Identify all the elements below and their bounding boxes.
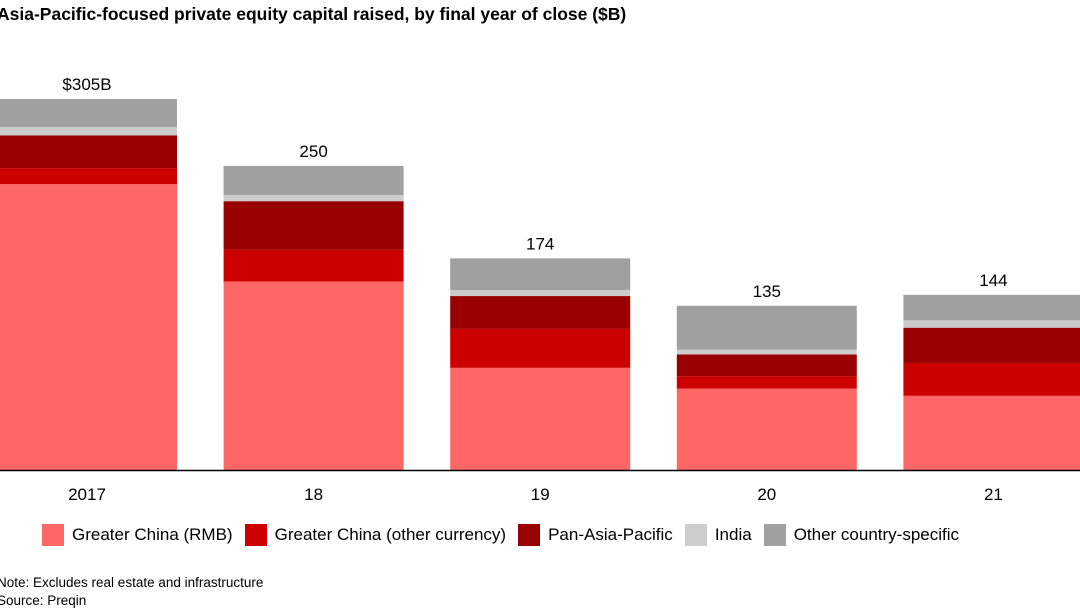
legend-swatch <box>244 524 267 546</box>
bar-segment-20-4 <box>676 349 857 355</box>
bar-segment-2017-2 <box>0 168 177 185</box>
bar-segment-2017-4 <box>0 126 177 136</box>
bar-segment-20-1 <box>676 388 857 470</box>
bar-segment-20-5 <box>676 305 857 350</box>
legend-item-other-country: Other country-specific <box>763 524 960 546</box>
bar-segment-18-5 <box>223 165 404 196</box>
legend-item-rmb: Greater China (RMB) <box>42 524 233 546</box>
bar-segment-19-4 <box>450 289 631 297</box>
legend-label: Other country-specific <box>793 525 960 544</box>
bar-segment-21-2 <box>903 362 1080 396</box>
x-tick-label: 18 <box>304 485 323 504</box>
bar-segment-21-1 <box>903 395 1080 470</box>
total-label: 144 <box>979 271 1007 290</box>
bar-segment-21-4 <box>903 320 1080 328</box>
legend-item-other-currency: Greater China (other currency) <box>244 524 507 546</box>
bar-segment-2017-1 <box>0 184 177 471</box>
total-label: 174 <box>526 234 554 253</box>
total-label: $305B <box>62 75 111 94</box>
bar-segment-2017-3 <box>0 135 177 169</box>
legend-swatch <box>763 524 786 546</box>
x-tick-label: 20 <box>757 485 776 504</box>
legend-label: Greater China (RMB) <box>72 525 233 544</box>
bar-segment-19-2 <box>450 328 631 368</box>
total-label: 250 <box>299 142 327 161</box>
legend-label: Greater China (other currency) <box>274 525 507 544</box>
source-text: Source: Preqin <box>0 593 87 608</box>
legend-swatch <box>684 524 707 546</box>
legend-swatch <box>42 524 64 546</box>
stacked-bar-chart: $305B 2017 250 18 174 19 135 20 144 21 <box>0 75 1080 504</box>
legend-label: Pan-Asia-Pacific <box>548 525 673 544</box>
bar-segment-19-3 <box>450 296 631 329</box>
bar-segment-19-5 <box>450 258 631 290</box>
bar-segment-2017-5 <box>0 99 177 127</box>
bar-segment-20-2 <box>676 376 857 389</box>
legend-label: India <box>714 525 752 544</box>
x-tick-label: 21 <box>984 485 1003 504</box>
bar-segment-21-3 <box>903 327 1080 363</box>
x-tick-label: 2017 <box>68 485 106 504</box>
bar-segment-18-2 <box>223 249 404 282</box>
note-text: Note: Excludes real estate and infrastru… <box>0 575 264 590</box>
legend-item-india: India <box>684 524 752 546</box>
bar-segment-21-5 <box>903 294 1080 321</box>
chart-title: Asia-Pacific-focused private equity capi… <box>0 4 627 24</box>
legend-swatch <box>518 524 541 546</box>
bar-segment-18-1 <box>223 281 404 470</box>
legend-item-pan-asia: Pan-Asia-Pacific <box>518 524 673 546</box>
legend: Greater China (RMB) Greater China (other… <box>42 524 971 546</box>
bar-segment-19-1 <box>450 367 631 470</box>
total-label: 135 <box>753 282 781 301</box>
bar-segment-18-4 <box>223 195 404 202</box>
bar-segment-18-3 <box>223 201 404 250</box>
bar-segment-20-3 <box>676 354 857 377</box>
x-tick-label: 19 <box>531 485 550 504</box>
